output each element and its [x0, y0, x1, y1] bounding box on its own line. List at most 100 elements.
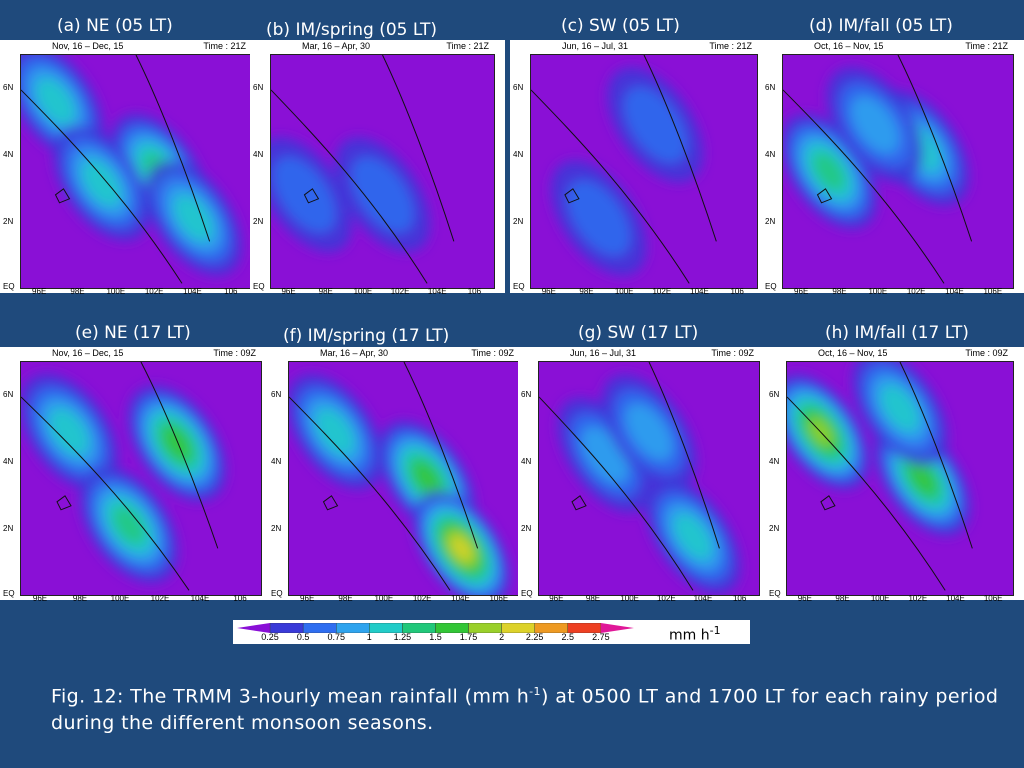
- x-tick-label: 100E: [614, 287, 634, 296]
- x-tick-label: 96E: [300, 594, 315, 603]
- x-tick-label: 96E: [541, 287, 556, 296]
- x-tick-label: 104E: [693, 594, 713, 603]
- colorbar-end-high: [600, 623, 634, 633]
- colorbar-unit: mm h-1: [669, 624, 721, 644]
- x-tick-label: 96E: [797, 594, 812, 603]
- map-panel-b: Mar, 16 – Apr, 30 Time : 21Z 6N 4N 2N EQ 96E 98…: [250, 40, 505, 296]
- rain-blob: [581, 426, 629, 484]
- panel-date-range: Jun, 16 – Jul, 31: [562, 41, 629, 51]
- panel-header: Mar, 16 – Apr, 30 Time : 21Z: [250, 41, 505, 53]
- y-tick-label: 2N: [3, 524, 14, 533]
- y-tick-label: 6N: [3, 83, 14, 92]
- rainfall-map: [782, 54, 1014, 289]
- y-tick-label: EQ: [769, 589, 781, 598]
- x-tick-label: 98E: [338, 594, 353, 603]
- map-panel-f: Mar, 16 – Apr, 30 Time : 09Z 6N 4N 2N EQ 96E 98…: [268, 347, 530, 603]
- panel-time: Time : 09Z: [213, 348, 256, 358]
- x-tick-label: 102E: [906, 287, 926, 296]
- x-tick-label: 100E: [870, 594, 890, 603]
- panel-e-label: (e) NE (17 LT): [75, 323, 191, 343]
- x-tick-label: 100E: [868, 287, 888, 296]
- rain-blob: [623, 86, 688, 164]
- rainfall-field: [271, 55, 455, 284]
- y-tick-label: 6N: [513, 83, 524, 92]
- coastline: [787, 362, 973, 591]
- y-tick-label: 2N: [513, 217, 524, 226]
- x-tick-label: 98E: [318, 287, 333, 296]
- y-tick-label: 2N: [253, 217, 264, 226]
- rain-blob: [163, 427, 191, 461]
- y-tick-label: 4N: [765, 150, 776, 159]
- x-tick-label: 104E: [183, 287, 202, 296]
- y-tick-label: 4N: [521, 457, 532, 466]
- panel-header: Oct, 16 – Nov, 15 Time : 09Z: [766, 348, 1024, 360]
- colorbar-tick-label: 2.5: [561, 632, 575, 642]
- rainfall-field: [539, 362, 741, 594]
- y-tick-label: 2N: [271, 524, 282, 533]
- x-tick-label: 98E: [585, 594, 601, 603]
- x-tick-label: 106E: [983, 594, 1003, 603]
- x-tick-label: 104E: [946, 594, 965, 603]
- figure-caption: Fig. 12: The TRMM 3-hourly mean rainfall…: [51, 685, 999, 735]
- x-tick-label: 106: [224, 287, 238, 296]
- panel-date-range: Nov, 16 – Dec, 15: [52, 41, 124, 51]
- coastline: [539, 362, 720, 591]
- x-tick-label: 106E: [983, 287, 1003, 296]
- y-tick-label: EQ: [253, 282, 265, 291]
- x-tick-label: 100E: [620, 594, 639, 603]
- rain-blob: [566, 179, 631, 257]
- panel-date-range: Oct, 16 – Nov, 15: [818, 348, 888, 358]
- panel-time: Time : 21Z: [446, 41, 489, 51]
- x-tick-label: 98E: [835, 594, 850, 603]
- x-tick-label: 102E: [390, 287, 410, 296]
- y-tick-label: 4N: [769, 457, 780, 466]
- coastline: [21, 362, 219, 591]
- x-tick-label: 96E: [549, 594, 564, 603]
- x-tick-label: 104E: [427, 287, 447, 296]
- panel-time: Time : 09Z: [711, 348, 754, 358]
- map-panel-a: Nov, 16 – Dec, 15 Time : 21Z 6N 4N 2N EQ 96E 98…: [0, 40, 262, 296]
- colorbar-scale: [237, 623, 634, 633]
- colorbar-segment: [567, 623, 602, 633]
- panel-date-range: Nov, 16 – Dec, 15: [52, 348, 124, 358]
- rainfall-map: [538, 361, 760, 596]
- y-tick-label: EQ: [271, 589, 283, 598]
- y-tick-label: 6N: [271, 390, 282, 399]
- panel-d-label: (d) IM/fall (05 LT): [809, 16, 953, 36]
- x-tick-label: 96E: [32, 287, 47, 296]
- rain-blob: [850, 96, 900, 154]
- rain-blob: [812, 152, 846, 191]
- rain-blob: [49, 408, 89, 456]
- panel-time: Time : 21Z: [203, 41, 246, 51]
- y-tick-label: 4N: [513, 150, 524, 159]
- y-tick-label: 4N: [3, 457, 14, 466]
- colorbar-tick-label: 0.5: [296, 632, 310, 642]
- rain-blob: [450, 535, 473, 562]
- rain-blob: [315, 408, 355, 455]
- coastline: [289, 362, 479, 591]
- panel-date-range: Jun, 16 – Jul, 31: [570, 348, 637, 358]
- rainfall-field: [21, 55, 242, 284]
- colorbar: 0.25 0.5 0.75 1 1.25 1.5 1.75 2 2.25 2.5 2.75 mm h…: [233, 620, 750, 644]
- x-tick-label: 104E: [690, 287, 709, 296]
- rainfall-field: [289, 362, 510, 595]
- x-tick-label: 100E: [374, 594, 394, 603]
- y-tick-label: 2N: [769, 524, 780, 533]
- colorbar-tick-label: 1.75: [459, 632, 478, 642]
- rainfall-map: [786, 361, 1014, 596]
- x-tick-label: 98E: [70, 287, 85, 296]
- panel-header: Nov, 16 – Dec, 15 Time : 21Z: [0, 41, 262, 53]
- y-tick-label: 2N: [765, 217, 776, 226]
- rainfall-map: [288, 361, 520, 596]
- rain-blob: [350, 156, 415, 233]
- coastline: [531, 55, 717, 284]
- rainfall-field: [21, 362, 226, 591]
- y-tick-label: EQ: [3, 282, 15, 291]
- panel-date-range: Mar, 16 – Apr, 30: [302, 41, 371, 51]
- y-tick-label: 2N: [521, 524, 532, 533]
- y-tick-label: EQ: [513, 282, 525, 291]
- rain-blob: [174, 195, 213, 242]
- x-tick-label: 98E: [832, 287, 847, 296]
- colorbar-tick-label: 2.75: [592, 632, 610, 642]
- rain-blob: [908, 462, 937, 495]
